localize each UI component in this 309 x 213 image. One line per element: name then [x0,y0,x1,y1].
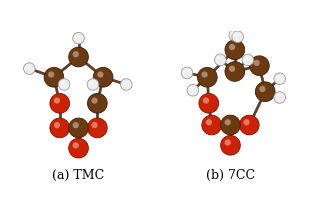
Circle shape [201,71,208,78]
Circle shape [199,94,218,113]
Title: (a) TMC: (a) TMC [53,169,105,182]
Circle shape [221,115,240,135]
Circle shape [90,81,93,85]
Circle shape [274,73,286,85]
Circle shape [121,79,132,90]
Circle shape [276,94,280,98]
Circle shape [123,81,126,85]
Circle shape [187,85,199,96]
Circle shape [184,69,187,73]
Circle shape [243,119,250,125]
Circle shape [225,62,245,81]
Circle shape [217,56,221,60]
Circle shape [225,119,231,125]
Circle shape [181,67,193,79]
Circle shape [214,54,226,66]
Circle shape [50,94,70,113]
Circle shape [93,68,113,87]
Circle shape [255,82,275,102]
Circle shape [73,51,79,57]
Circle shape [91,122,98,128]
Circle shape [206,119,212,125]
Circle shape [73,122,79,128]
Circle shape [225,40,245,60]
Circle shape [26,65,30,69]
Circle shape [87,94,107,113]
Circle shape [50,118,70,138]
Circle shape [232,31,243,43]
Circle shape [75,35,79,38]
Circle shape [44,68,64,87]
Circle shape [48,71,54,78]
Circle shape [225,139,231,146]
Circle shape [250,56,269,76]
Circle shape [244,56,248,60]
Circle shape [253,60,260,66]
Title: (b) 7CC: (b) 7CC [206,169,255,182]
Circle shape [229,66,235,72]
Circle shape [239,115,259,135]
Circle shape [73,32,84,44]
Circle shape [73,142,79,148]
Circle shape [229,44,235,50]
Circle shape [91,97,98,104]
Circle shape [69,118,88,138]
Circle shape [61,81,64,85]
Circle shape [69,47,88,67]
Circle shape [234,33,238,37]
Circle shape [189,87,193,91]
Circle shape [87,118,107,138]
Circle shape [203,97,209,104]
Circle shape [276,75,280,79]
Circle shape [202,115,222,135]
Circle shape [197,68,217,87]
Circle shape [23,63,35,74]
Circle shape [69,138,88,158]
Circle shape [221,135,240,155]
Circle shape [242,54,254,66]
Circle shape [87,79,99,90]
Circle shape [58,79,70,90]
Circle shape [231,32,235,36]
Circle shape [54,97,60,104]
Circle shape [274,92,286,103]
Circle shape [259,86,266,92]
Circle shape [54,122,60,128]
Circle shape [97,71,104,78]
Circle shape [229,30,241,41]
